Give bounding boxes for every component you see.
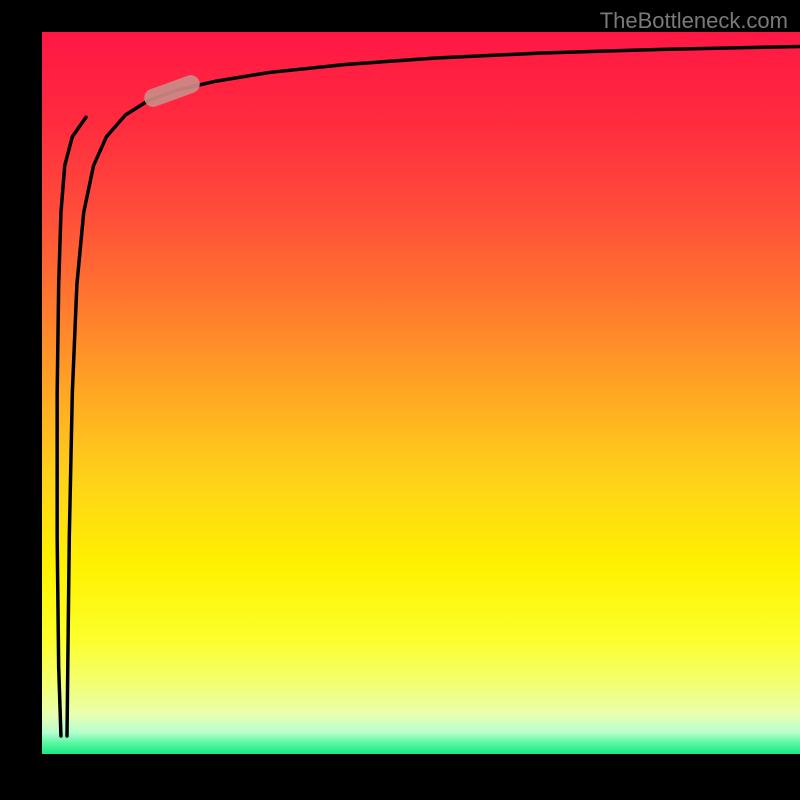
watermark-text: TheBottleneck.com [600, 8, 788, 34]
plot-area [42, 32, 800, 754]
curve-layer [42, 32, 800, 754]
curve-main [67, 46, 800, 736]
